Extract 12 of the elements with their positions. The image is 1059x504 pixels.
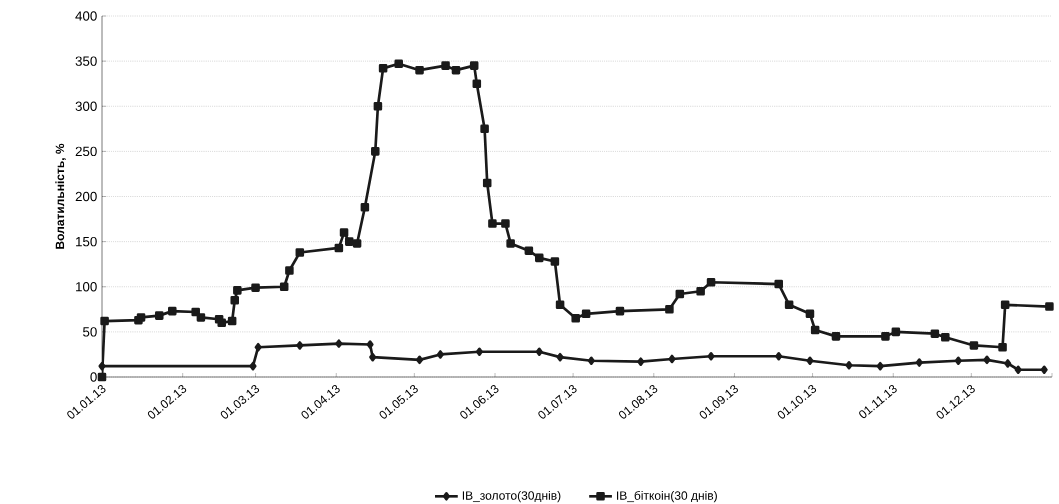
y-tick-label: 350 [75,56,97,66]
y-tick-label: 400 [75,11,97,21]
y-tick-label: 150 [76,236,97,247]
y-tick-label: 300 [75,101,97,111]
y-tick-label: 100 [76,282,97,292]
legend-label: IB_золото(30днів) [462,490,561,503]
y-tick-label: 50 [83,327,97,337]
y-tick-label: 200 [75,191,97,202]
y-axis-title: Волатильність, % [55,143,66,249]
y-tick-label: 0 [90,372,97,382]
y-tick-label: 250 [75,146,97,157]
legend-label: IB_біткоін(30 днів) [617,490,717,503]
